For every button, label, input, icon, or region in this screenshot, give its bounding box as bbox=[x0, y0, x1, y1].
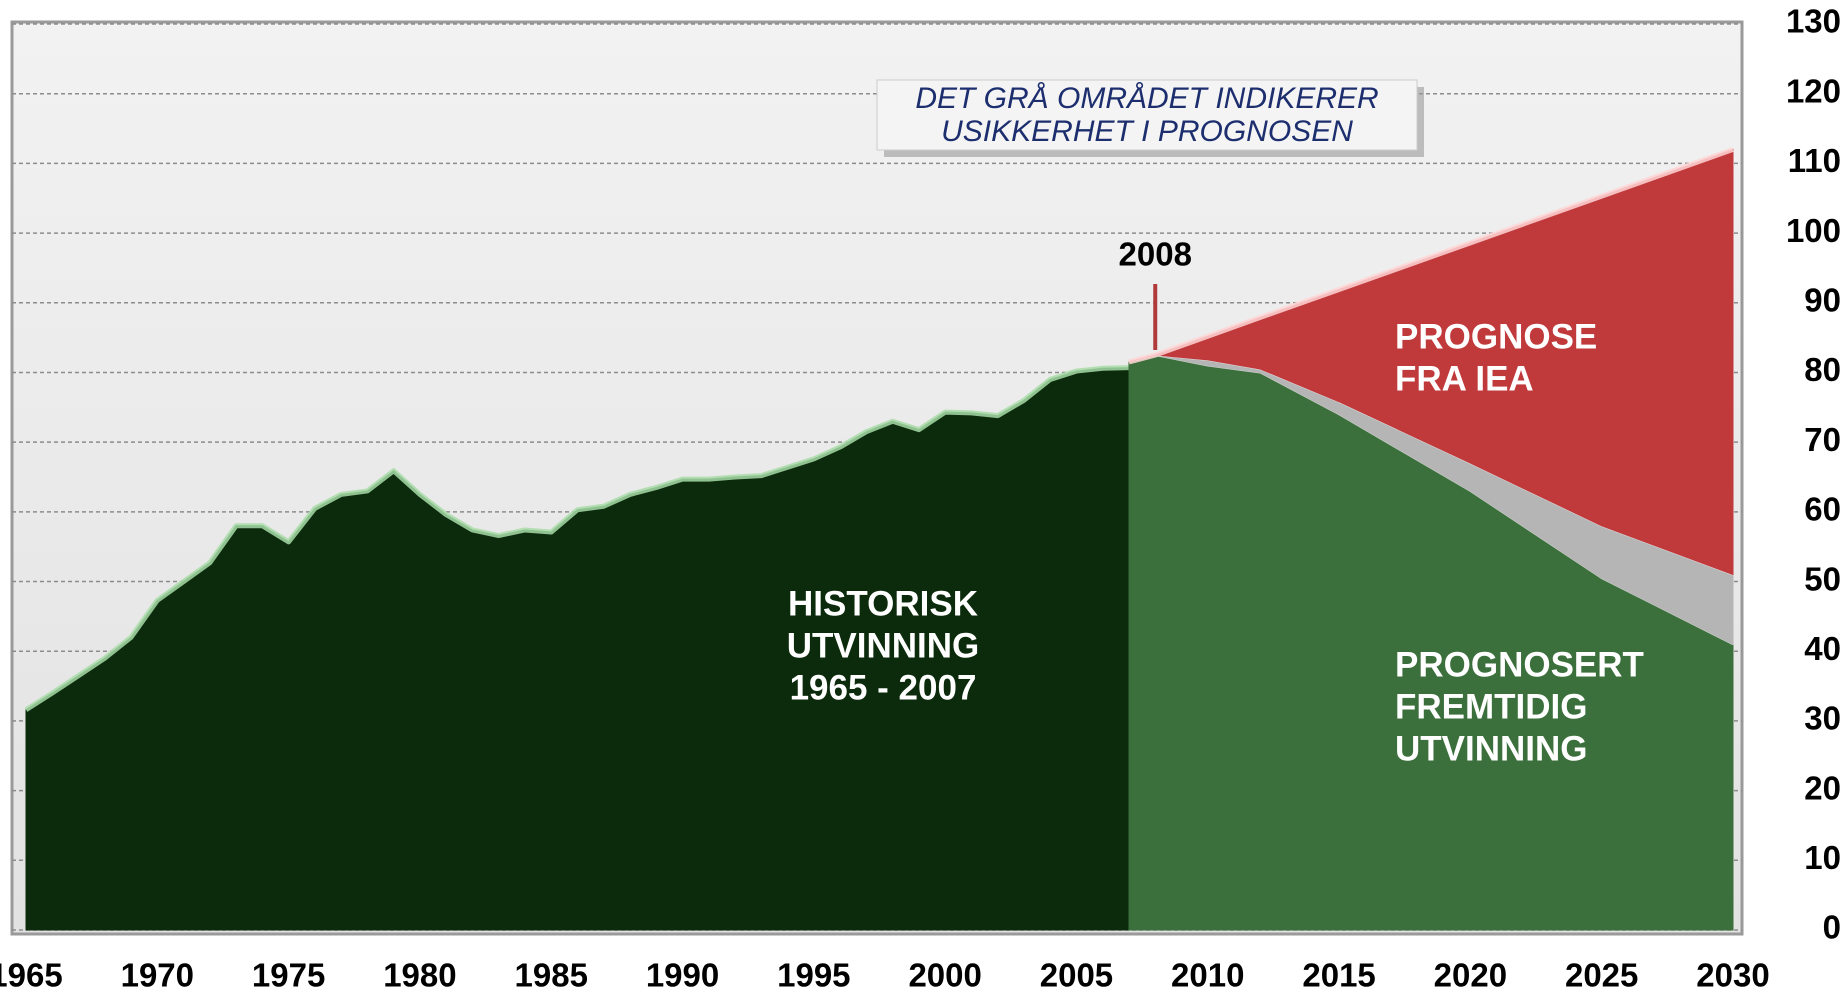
y-tick-label: 30 bbox=[1804, 700, 1841, 737]
area-label: HISTORISK bbox=[788, 584, 978, 623]
marker-label: 2008 bbox=[1119, 236, 1192, 273]
x-tick-label: 1995 bbox=[777, 957, 850, 994]
x-tick-label: 2020 bbox=[1434, 957, 1507, 994]
y-tick-label: 90 bbox=[1804, 281, 1841, 318]
area-label: FREMTIDIG bbox=[1395, 687, 1587, 726]
y-tick-label: 40 bbox=[1804, 630, 1841, 667]
y-tick-label: 80 bbox=[1804, 351, 1841, 388]
labels: 0102030405060708090100110120130196519701… bbox=[0, 3, 1841, 994]
area-label: UTVINNING bbox=[1395, 729, 1588, 768]
x-tick-label: 2005 bbox=[1040, 957, 1113, 994]
y-tick-label: 10 bbox=[1804, 839, 1841, 876]
area-label: UTVINNING bbox=[787, 626, 980, 665]
y-tick-label: 100 bbox=[1786, 212, 1841, 249]
area-edge bbox=[24, 365, 1130, 712]
x-tick-label: 1965 bbox=[0, 957, 63, 994]
x-tick-label: 1985 bbox=[515, 957, 588, 994]
x-tick-label: 1980 bbox=[383, 957, 456, 994]
x-tick-label: 1975 bbox=[252, 957, 325, 994]
note-text: DET GRÅ OMRÅDET INDIKERER bbox=[915, 82, 1378, 115]
x-tick-label: 2010 bbox=[1171, 957, 1244, 994]
y-tick-label: 70 bbox=[1804, 421, 1841, 458]
x-tick-label: 2000 bbox=[908, 957, 981, 994]
note-box bbox=[876, 79, 1418, 151]
area-label: PROGNOSE bbox=[1395, 317, 1597, 356]
areas bbox=[24, 147, 1734, 931]
area-label: PROGNOSERT bbox=[1395, 645, 1644, 684]
x-tick-label: 2015 bbox=[1302, 957, 1375, 994]
x-tick-label: 2025 bbox=[1565, 957, 1638, 994]
y-tick-label: 60 bbox=[1804, 491, 1841, 528]
area-label: 1965 - 2007 bbox=[790, 668, 977, 707]
y-tick-label: 120 bbox=[1786, 72, 1841, 109]
y-tick-label: 0 bbox=[1823, 909, 1841, 946]
area-label: FRA IEA bbox=[1395, 359, 1534, 398]
y-tick-label: 130 bbox=[1786, 3, 1841, 40]
area-edge bbox=[1128, 147, 1734, 365]
y-tick-label: 50 bbox=[1804, 560, 1841, 597]
y-tick-label: 110 bbox=[1788, 142, 1841, 179]
x-tick-label: 1970 bbox=[121, 957, 194, 994]
note-text: USIKKERHET I PROGNOSEN bbox=[941, 115, 1353, 148]
x-tick-label: 1990 bbox=[646, 957, 719, 994]
y-tick-label: 20 bbox=[1804, 769, 1841, 806]
x-tick-label: 2030 bbox=[1696, 957, 1769, 994]
